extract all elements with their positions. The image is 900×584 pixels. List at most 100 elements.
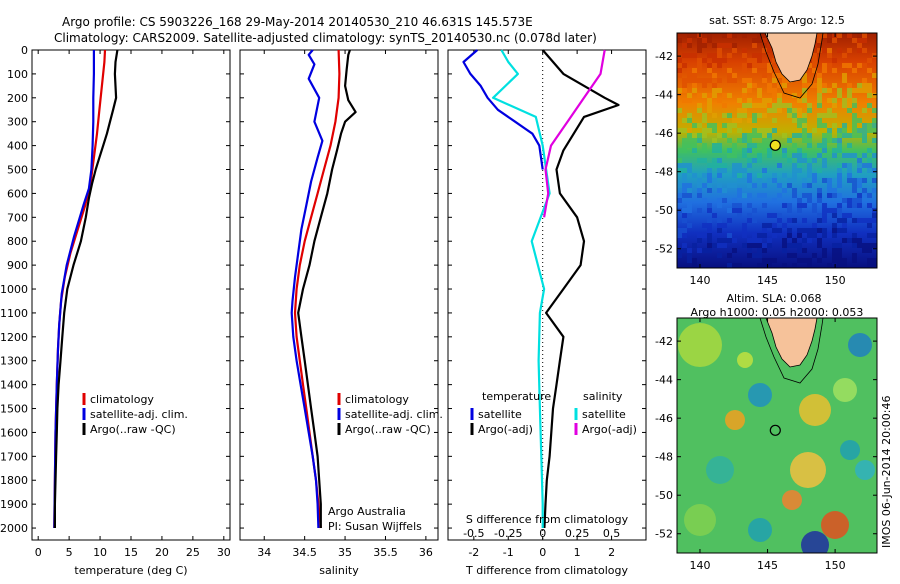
map-y-tick-label: -52: [655, 528, 673, 541]
legend-label: Argo(-adj): [478, 423, 533, 436]
sla-map-subtitle: Argo h1000: 0.05 h2000: 0.053: [691, 306, 864, 319]
sst-map-frame: [676, 32, 878, 269]
y-tick-label: 200: [7, 92, 28, 105]
series-line-argo-raw-qc-: [297, 49, 357, 528]
sst-map-title: sat. SST: 8.75 Argo: 12.5: [709, 14, 845, 27]
legend-label: climatology: [90, 393, 154, 406]
y-tick-label: 1100: [0, 307, 28, 320]
salinity-panel: 34 34.5 35 35.5 36 salinity climatology satelli…: [239, 49, 443, 577]
y-tick-label: 1900: [0, 498, 28, 511]
y-tick-label: 800: [7, 235, 28, 248]
y-tick-label: 1600: [0, 426, 28, 439]
x-tick-label: 36: [419, 546, 433, 559]
x-tick-label: 34: [257, 546, 271, 559]
axes-frame-salinity: [239, 49, 439, 541]
legend-label: satellite: [582, 408, 626, 421]
x-axis-label: temperature (deg C): [74, 564, 187, 577]
map-y-tick-label: -42: [655, 50, 673, 63]
sla-map-field: [677, 318, 877, 553]
series-line-salinity-argo-adj-: [543, 49, 606, 218]
map-x-tick-label: 140: [689, 559, 710, 572]
map-x-tick-label: 145: [757, 274, 778, 287]
y-tick-label: 1200: [0, 331, 28, 344]
s-tick-label: -0.25: [494, 527, 522, 540]
panel-annotation: PI: Susan Wijffels: [328, 520, 422, 533]
axes-frame-difference: [447, 49, 647, 541]
map-y-tick-label: -42: [655, 335, 673, 348]
legend-title-temperature: temperature: [482, 390, 551, 403]
x-tick-label: 10: [93, 546, 107, 559]
x-axis-label: salinity: [319, 564, 359, 577]
series-line-temperature-satellite: [462, 49, 544, 170]
y-tick-label: 700: [7, 211, 28, 224]
y-tick-label: 1700: [0, 450, 28, 463]
map-x-tick-label: 150: [825, 274, 846, 287]
x-tick-label: 5: [66, 546, 73, 559]
top-axis-label: S difference from climatology: [466, 513, 629, 526]
panel-annotation: Argo Australia: [328, 505, 406, 518]
map-x-tick-label: 150: [825, 559, 846, 572]
sla-map-title: Altim. SLA: 0.068: [726, 292, 821, 305]
x-tick-label: -1: [503, 546, 514, 559]
map-y-tick-label: -44: [655, 89, 673, 102]
legend-label: satellite-adj. clim.: [345, 408, 443, 421]
y-tick-label: 300: [7, 116, 28, 129]
tasmania-landmass: [764, 33, 818, 83]
map-y-tick-label: -48: [655, 451, 673, 464]
map-x-tick-label: 145: [757, 559, 778, 572]
y-tick-label: 1300: [0, 355, 28, 368]
legend-label: Argo(..raw -QC): [90, 423, 176, 436]
sla-map-panel: Altim. SLA: 0.068 Argo h1000: 0.05 h2000…: [655, 292, 878, 572]
map-y-tick-label: -46: [655, 412, 673, 425]
x-tick-label: -2: [468, 546, 479, 559]
header-line-2: Climatology: CARS2009. Satellite-adjuste…: [54, 31, 597, 45]
series-line-satellite-adj-clim-: [53, 50, 95, 529]
x-tick-label: 35.5: [373, 546, 398, 559]
x-tick-label: 0: [539, 546, 546, 559]
x-tick-label: 25: [186, 546, 200, 559]
series-line-salinity-satellite: [492, 49, 551, 528]
x-tick-label: 2: [608, 546, 615, 559]
legend-label: Argo(..raw -QC): [345, 423, 431, 436]
x-tick-label: 1: [574, 546, 581, 559]
y-tick-label: 1500: [0, 403, 28, 416]
map-y-tick-label: -48: [655, 166, 673, 179]
x-tick-label: 30: [217, 546, 231, 559]
y-tick-label: 0: [21, 44, 28, 57]
series-line-satellite-adj-clim-: [290, 49, 324, 529]
sla-map-frame: [676, 317, 878, 554]
legend-label: Argo(-adj): [582, 423, 637, 436]
difference-panel: -2 -1 0 1 2 T difference from climatology temp…: [447, 49, 647, 577]
y-tick-label: 400: [7, 140, 28, 153]
map-y-tick-label: -44: [655, 374, 673, 387]
y-tick-label: 600: [7, 187, 28, 200]
imos-timestamp: IMOS 06-Jun-2014 20:00:46: [880, 395, 893, 548]
s-tick-label: 0.5: [603, 527, 621, 540]
y-tick-label: 1400: [0, 379, 28, 392]
legend-label: climatology: [345, 393, 409, 406]
s-tick-label: -0.5: [463, 527, 484, 540]
map-y-tick-label: -50: [655, 204, 673, 217]
y-tick-label: 900: [7, 259, 28, 272]
temperature-panel: 0100200300400500600700800900100011001200…: [0, 44, 231, 577]
sst-map-panel: sat. SST: 8.75 Argo: 12.5 -42 -44 -46 -48 -5…: [655, 14, 878, 287]
map-x-tick-label: 140: [689, 274, 710, 287]
x-tick-label: 0: [35, 546, 42, 559]
y-tick-label: 100: [7, 68, 28, 81]
tasmania-landmass-sla: [765, 318, 818, 368]
argo-position-marker-sla: [769, 424, 781, 436]
header-line-1: Argo profile: CS 5903226_168 29-May-2014…: [62, 15, 533, 29]
x-tick-label: 20: [155, 546, 169, 559]
y-tick-label: 1000: [0, 283, 28, 296]
argo-position-marker: [769, 139, 781, 151]
y-tick-label: 2000: [0, 522, 28, 535]
legend-title-salinity: salinity: [583, 390, 623, 403]
shelf-contour: [759, 33, 824, 99]
series-line-argo-raw-qc-: [53, 49, 119, 528]
map-y-tick-label: -50: [655, 489, 673, 502]
series-line-temperature-argo-adj-: [541, 49, 620, 529]
x-tick-label: 34.5: [292, 546, 317, 559]
x-tick-label: 35: [338, 546, 352, 559]
y-tick-label: 1800: [0, 474, 28, 487]
